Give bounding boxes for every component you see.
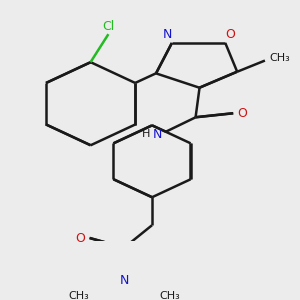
- Text: N: N: [163, 28, 172, 41]
- Text: H: H: [142, 129, 150, 139]
- Text: N: N: [153, 128, 163, 141]
- Text: O: O: [225, 28, 235, 41]
- Text: O: O: [76, 232, 85, 244]
- Text: CH₃: CH₃: [159, 291, 180, 300]
- Text: O: O: [237, 107, 247, 120]
- Text: CH₃: CH₃: [269, 53, 290, 63]
- Text: Cl: Cl: [102, 20, 115, 33]
- Text: CH₃: CH₃: [68, 291, 89, 300]
- Text: N: N: [120, 274, 129, 287]
